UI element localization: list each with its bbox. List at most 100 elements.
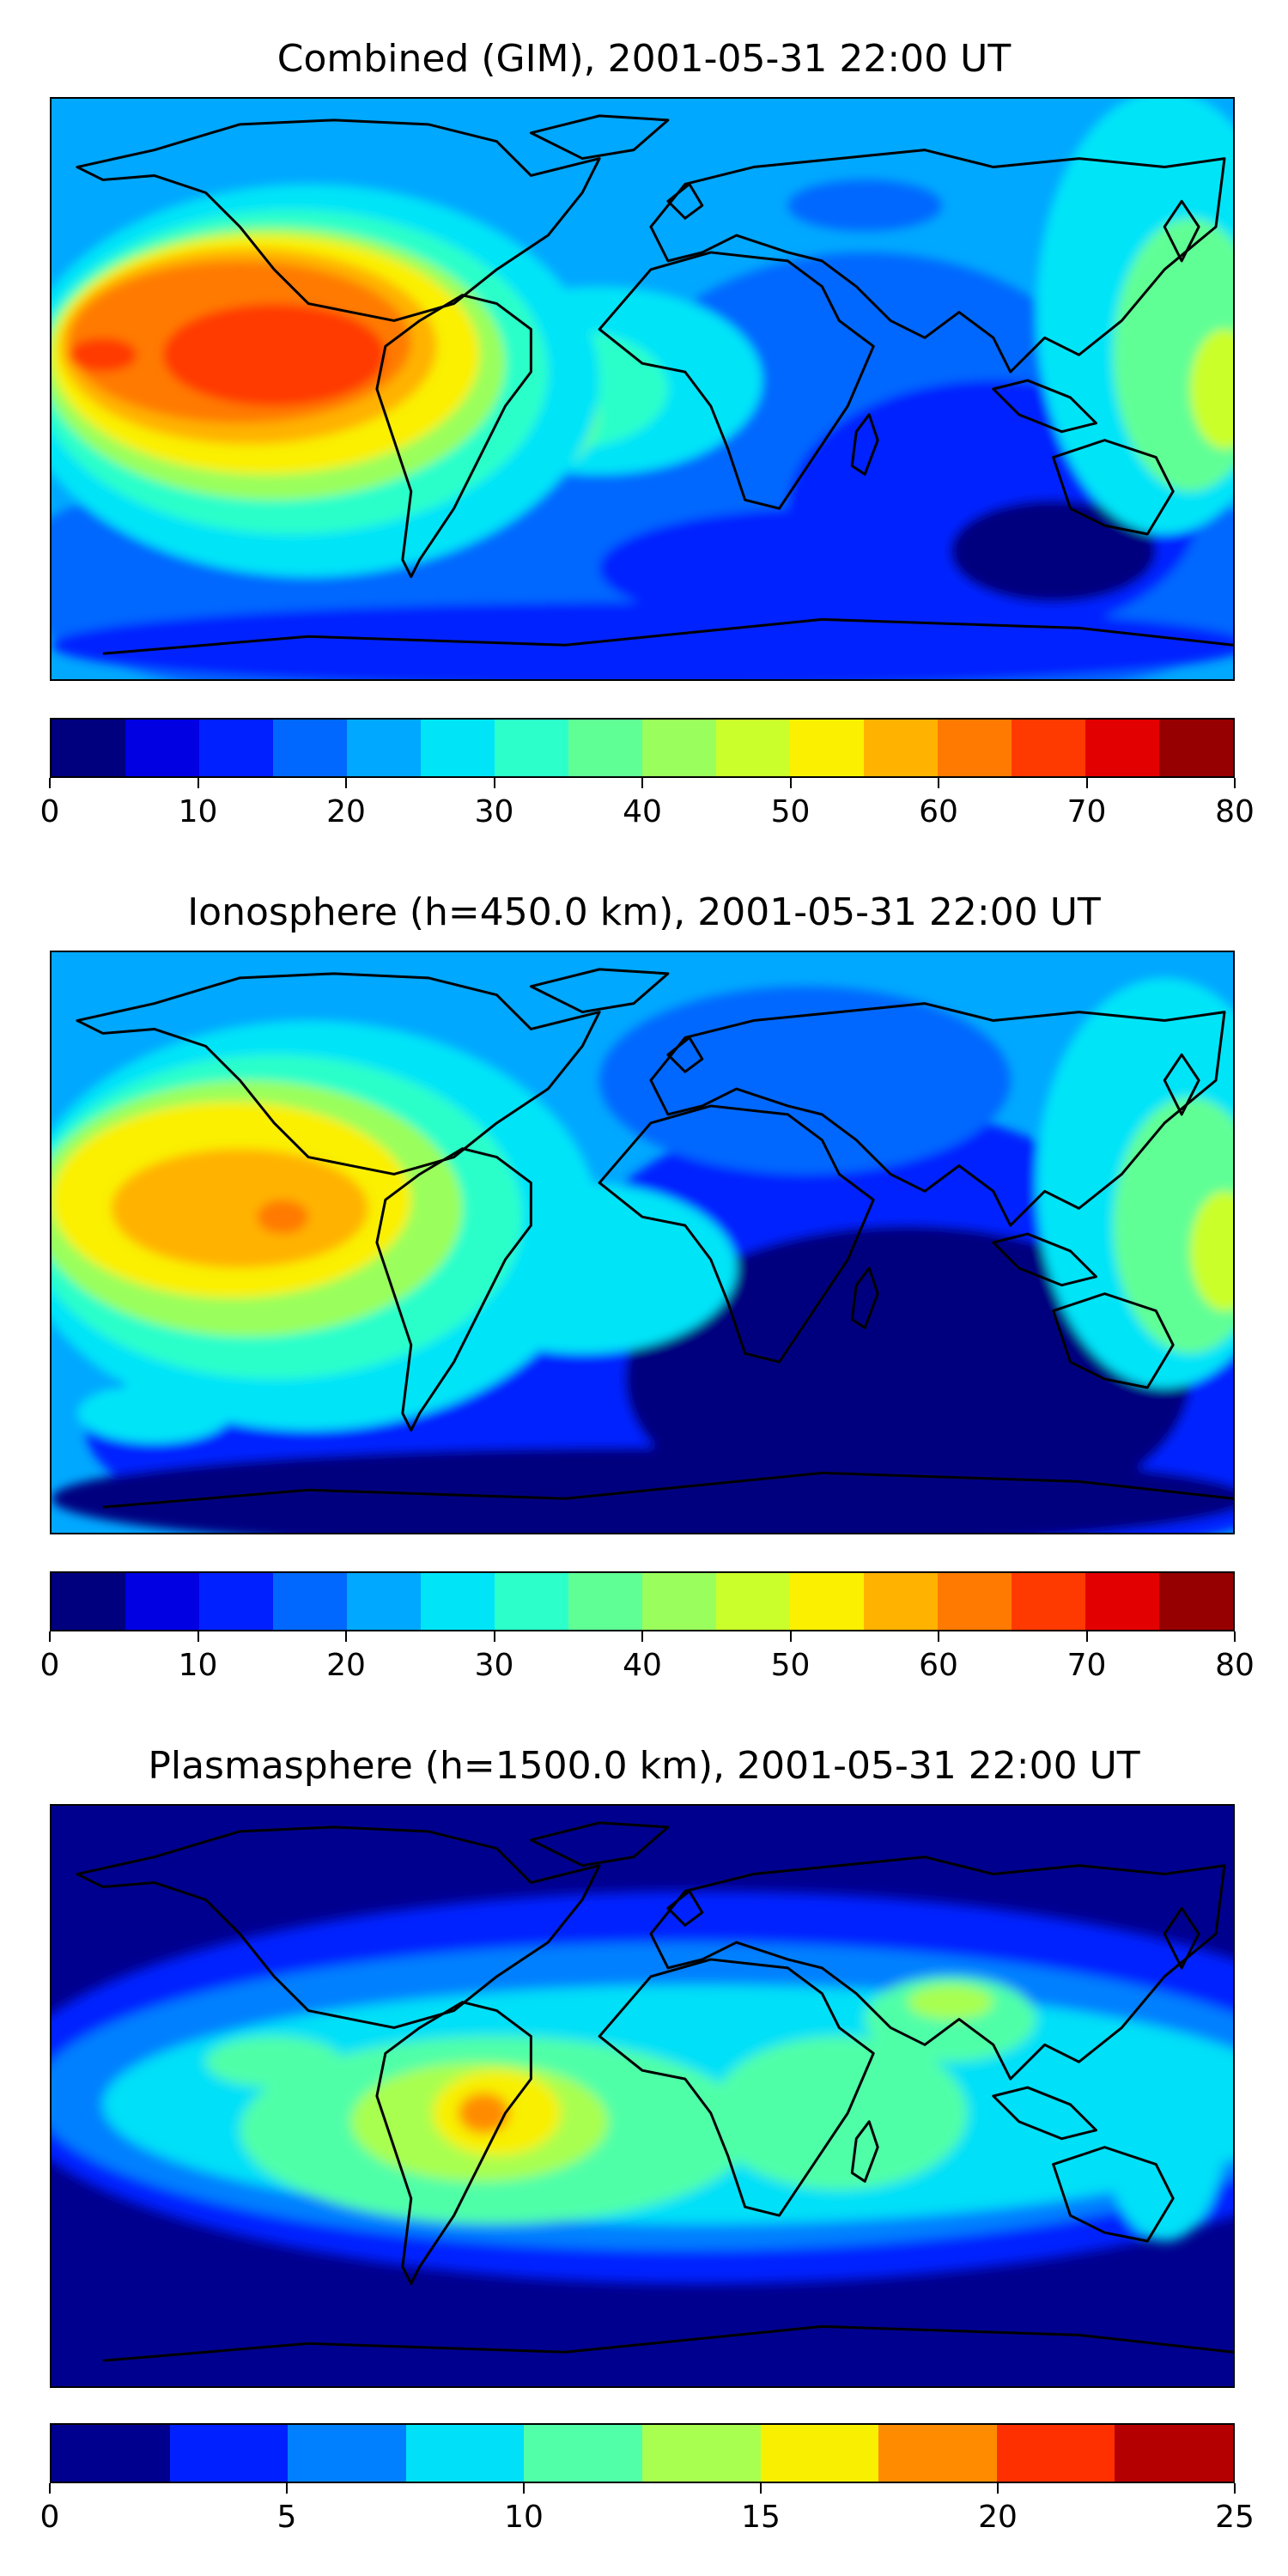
colorbar-segment — [760, 2425, 879, 2482]
colorbar-tick-mark — [493, 778, 495, 788]
colorbar-segment — [790, 720, 864, 776]
colorbar-tick-label: 20 — [326, 1648, 366, 1683]
colorbar-tick-mark — [1085, 778, 1088, 788]
colorbar-tick-label: 0 — [39, 1648, 60, 1683]
panel-2-colorbar — [50, 1571, 1235, 1631]
colorbar-segment — [495, 720, 568, 776]
colorbar-tick-label: 40 — [623, 1648, 662, 1683]
colorbar-segment — [169, 2425, 289, 2482]
colorbar-segment — [1012, 1573, 1085, 1630]
colorbar-segment — [642, 720, 716, 776]
colorbar-segment — [864, 720, 938, 776]
colorbar-tick-label: 20 — [326, 794, 366, 829]
colorbar-tick-label: 0 — [39, 794, 60, 829]
colorbar-segment — [273, 720, 347, 776]
colorbar-tick-label: 0 — [39, 2500, 60, 2535]
colorbar-tick-label: 60 — [919, 1648, 958, 1683]
colorbar-tick-mark — [493, 1631, 495, 1642]
colorbar-tick-label: 70 — [1066, 794, 1107, 829]
colorbar-tick-label: 50 — [770, 1648, 811, 1683]
colorbar-segment — [125, 1573, 199, 1630]
colorbar-segment — [199, 1573, 273, 1630]
colorbar-tick-mark — [1234, 778, 1236, 788]
colorbar-tick-label: 40 — [623, 794, 662, 829]
colorbar-tick-mark — [197, 1631, 199, 1642]
colorbar-segment — [495, 1573, 568, 1630]
colorbar-tick-label: 25 — [1215, 2500, 1255, 2535]
colorbar-tick-mark — [1085, 1631, 1088, 1642]
colorbar-tick-mark — [1234, 1631, 1236, 1642]
colorbar-tick-label: 10 — [504, 2500, 544, 2535]
colorbar-segment — [405, 2425, 525, 2482]
colorbar-tick-mark — [197, 778, 199, 788]
colorbar-segment — [1085, 720, 1159, 776]
panel-1-map — [50, 97, 1235, 681]
panel-3-colorbar — [50, 2423, 1235, 2483]
panel-3-map — [50, 1804, 1235, 2388]
colorbar-tick-mark — [938, 778, 939, 788]
colorbar-tick-mark — [938, 1631, 939, 1642]
colorbar-segment — [1012, 720, 1085, 776]
colorbar-tick-mark — [523, 2483, 525, 2494]
panel-3-title: Plasmasphere (h=1500.0 km), 2001-05-31 2… — [148, 1744, 1140, 1788]
colorbar-tick-mark — [49, 1631, 51, 1642]
panel-1-title: Combined (GIM), 2001-05-31 22:00 UT — [276, 37, 1012, 81]
panel-3-colorbar-ticks: 0 5 10 15 20 25 — [40, 2483, 1255, 2535]
colorbar-tick-label: 15 — [741, 2500, 781, 2535]
colorbar-tick-mark — [641, 778, 643, 788]
colorbar-segment — [716, 720, 790, 776]
colorbar-segment — [568, 1573, 642, 1630]
colorbar-segment — [347, 720, 421, 776]
colorbar-tick-label: 10 — [178, 794, 218, 829]
colorbar-tick-mark — [789, 778, 792, 788]
colorbar-segment — [938, 1573, 1012, 1630]
colorbar-segment — [1159, 1573, 1233, 1630]
colorbar-tick-label: 60 — [919, 794, 958, 829]
colorbar-segment — [864, 1573, 938, 1630]
colorbar-segment — [1159, 720, 1233, 776]
colorbar-tick-label: 80 — [1215, 794, 1255, 829]
colorbar-segment — [938, 720, 1012, 776]
colorbar-tick-mark — [49, 778, 51, 788]
colorbar-tick-label: 20 — [978, 2500, 1018, 2535]
colorbar-tick-mark — [286, 2483, 288, 2494]
colorbar-segment — [716, 1573, 790, 1630]
colorbar-segment — [1085, 1573, 1159, 1630]
colorbar-tick-mark — [345, 1631, 347, 1642]
panel-1-colorbar-ticks: 0 10 20 30 40 50 60 70 80 — [40, 778, 1255, 829]
colorbar-tick-mark — [789, 1631, 792, 1642]
colorbar-segment — [421, 1573, 495, 1630]
colorbar-tick-label: 30 — [474, 1648, 514, 1683]
colorbar-segment — [421, 720, 495, 776]
colorbar-segment — [52, 720, 125, 776]
colorbar-tick-mark — [49, 2483, 51, 2494]
colorbar-segment — [996, 2425, 1115, 2482]
colorbar-segment — [52, 1573, 125, 1630]
colorbar-segment — [878, 2425, 997, 2482]
panel-2-colorbar-ticks: 0 10 20 30 40 50 60 70 80 — [40, 1631, 1255, 1683]
colorbar-tick-mark — [1234, 2483, 1236, 2494]
colorbar-segment — [642, 1573, 716, 1630]
colorbar-tick-label: 5 — [276, 2500, 297, 2535]
colorbar-segment — [288, 2425, 406, 2482]
colorbar-segment — [273, 1573, 347, 1630]
colorbar-segment — [199, 720, 273, 776]
colorbar-tick-label: 80 — [1215, 1648, 1255, 1683]
colorbar-segment — [568, 720, 642, 776]
colorbar-segment — [641, 2425, 761, 2482]
colorbar-segment — [1115, 2425, 1233, 2482]
panel-2-map — [50, 951, 1235, 1534]
colorbar-tick-label: 10 — [178, 1648, 218, 1683]
colorbar-segment — [524, 2425, 642, 2482]
colorbar-segment — [347, 1573, 421, 1630]
colorbar-tick-label: 70 — [1066, 1648, 1107, 1683]
colorbar-tick-mark — [641, 1631, 643, 1642]
colorbar-tick-mark — [760, 2483, 762, 2494]
colorbar-tick-label: 30 — [474, 794, 514, 829]
colorbar-segment — [52, 2425, 170, 2482]
panel-2-title: Ionosphere (h=450.0 km), 2001-05-31 22:0… — [187, 890, 1101, 934]
colorbar-tick-mark — [345, 778, 347, 788]
colorbar-tick-label: 50 — [770, 794, 811, 829]
colorbar-segment — [125, 720, 199, 776]
colorbar-tick-mark — [997, 2483, 999, 2494]
